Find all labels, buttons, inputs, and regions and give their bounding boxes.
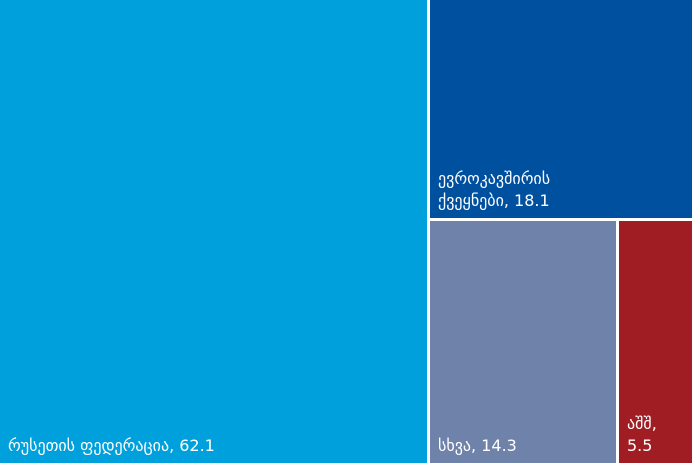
treemap-tile: აშშ, 5.5 <box>619 221 692 463</box>
treemap-tile-label: ევროკავშირის ქვეყნები, 18.1 <box>438 169 551 210</box>
treemap-tile: რუსეთის ფედერაცია, 62.1 <box>0 0 427 463</box>
treemap-tile-label: აშშ, 5.5 <box>627 414 657 455</box>
treemap-tile-label: სხვა, 14.3 <box>438 436 517 455</box>
treemap-tile: ევროკავშირის ქვეყნები, 18.1 <box>430 0 692 218</box>
treemap-tile-label: რუსეთის ფედერაცია, 62.1 <box>8 436 215 455</box>
treemap-tile: სხვა, 14.3 <box>430 221 616 463</box>
